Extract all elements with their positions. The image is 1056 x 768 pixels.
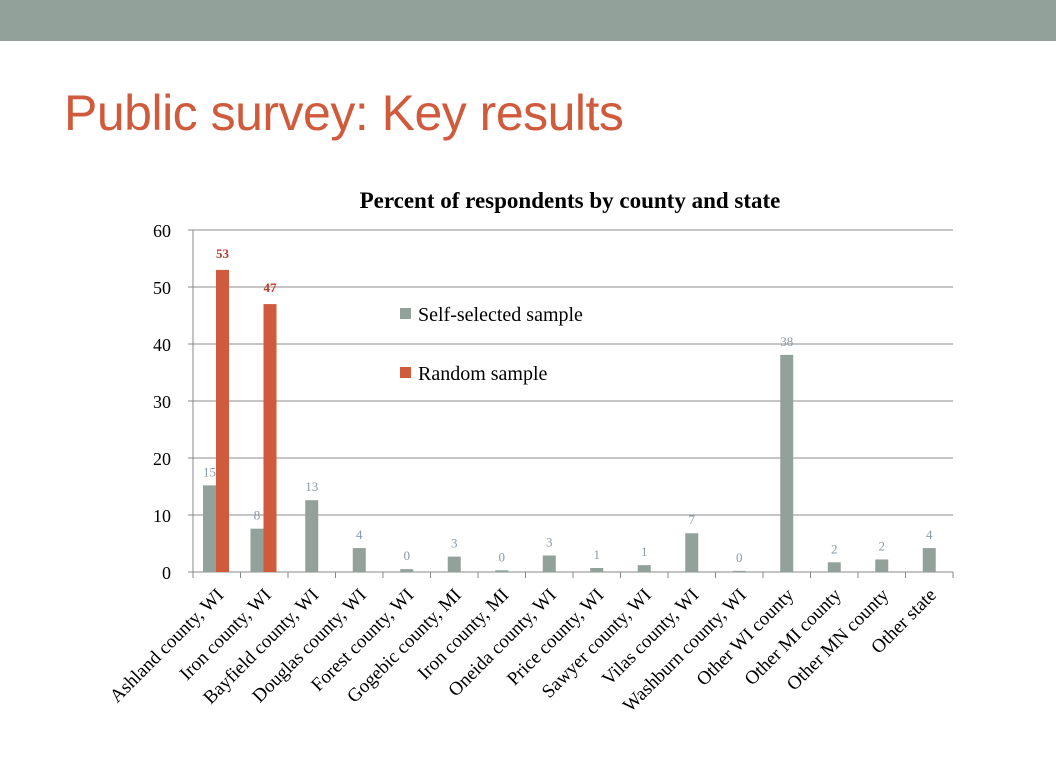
self-selected-data-label: 7 [689, 512, 696, 527]
slide-title: Public survey: Key results [64, 85, 624, 141]
y-axis: 0 10 20 30 40 50 60 [153, 221, 194, 583]
y-tick-label: 10 [153, 506, 171, 526]
self-selected-bar [780, 354, 794, 572]
self-selected-data-label: 2 [879, 538, 886, 553]
self-selected-bar [637, 565, 651, 572]
y-tick-label: 0 [162, 563, 171, 583]
chart-title: Percent of respondents by county and sta… [360, 188, 781, 213]
legend-label: Self-selected sample [418, 304, 583, 326]
legend-swatch [400, 367, 411, 378]
self-selected-data-label: 15 [203, 464, 216, 479]
self-selected-bar [875, 559, 889, 572]
y-tick-label: 30 [153, 392, 171, 412]
self-selected-data-label: 13 [305, 479, 318, 494]
self-selected-data-label: 38 [780, 334, 793, 349]
self-selected-bar [400, 569, 414, 572]
self-selected-bar [827, 562, 841, 572]
self-selected-data-label: 3 [451, 536, 458, 551]
self-selected-data-label: 2 [831, 541, 838, 556]
self-selected-bar [250, 528, 264, 572]
legend-swatch [400, 308, 411, 319]
y-tick-label: 60 [153, 221, 171, 241]
bars [203, 269, 936, 572]
self-selected-bar [447, 556, 461, 572]
legend: Self-selected sample Random sample [400, 304, 583, 385]
legend-label: Random sample [418, 363, 548, 385]
y-tick-label: 50 [153, 278, 171, 298]
self-selected-bar [495, 570, 509, 572]
random-sample-bar [216, 269, 229, 572]
self-selected-data-label: 4 [926, 527, 933, 542]
self-selected-bar [203, 485, 216, 572]
self-selected-bar [352, 548, 366, 572]
top-accent-bar [0, 0, 1056, 41]
random-sample-bar [263, 304, 277, 572]
data-labels: 15 53 8 47 13 4 0 3 0 3 1 1 7 0 38 2 2 4 [203, 246, 933, 565]
self-selected-data-label: 0 [499, 549, 506, 564]
self-selected-data-label: 1 [641, 544, 648, 559]
random-sample-data-label: 53 [216, 246, 230, 261]
self-selected-bar [305, 500, 319, 572]
self-selected-data-label: 1 [594, 547, 601, 562]
self-selected-data-label: 0 [736, 550, 743, 565]
self-selected-bar [590, 568, 604, 572]
self-selected-bar [685, 533, 699, 572]
random-sample-data-label: 47 [264, 280, 278, 295]
self-selected-data-label: 0 [404, 548, 411, 563]
gridlines [193, 229, 953, 573]
self-selected-data-label: 8 [254, 508, 261, 523]
self-selected-bar [542, 555, 556, 572]
self-selected-data-label: 3 [546, 534, 553, 549]
y-tick-label: 20 [153, 449, 171, 469]
self-selected-data-label: 4 [356, 527, 363, 542]
y-tick-label: 40 [153, 335, 171, 355]
self-selected-bar [922, 548, 936, 572]
self-selected-bar [732, 570, 746, 572]
